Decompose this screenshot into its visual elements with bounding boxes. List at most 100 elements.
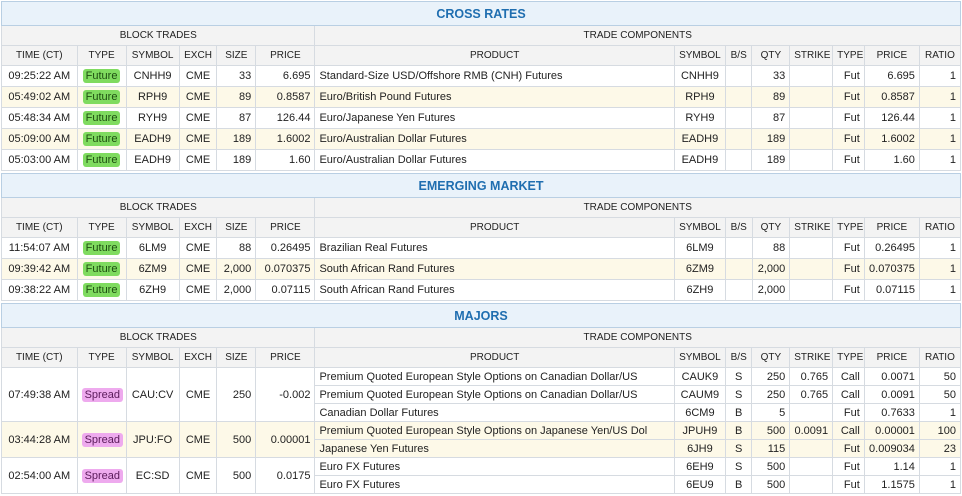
component-cell: 50 bbox=[918, 367, 962, 386]
group-header-row: BLOCK TRADES TRADE COMPONENTS bbox=[0, 327, 961, 348]
block-cell: Future bbox=[76, 149, 127, 171]
component-cell: CAUK9 bbox=[673, 367, 726, 386]
block-cell: CME bbox=[178, 107, 218, 129]
component-cell: Premium Quoted European Style Options on… bbox=[314, 385, 675, 404]
component-cell: Premium Quoted European Style Options on… bbox=[314, 367, 675, 386]
component-cell: 1 bbox=[918, 475, 962, 494]
block-cell: 88 bbox=[216, 237, 257, 259]
component-cell: 1 bbox=[918, 107, 962, 129]
type-badge: Future bbox=[82, 241, 121, 255]
trade-row: 03:44:28 AM Spread JPU:FO CME 500 0.00001 Prem… bbox=[1, 421, 962, 458]
type-badge: Future bbox=[82, 132, 121, 146]
block-cell: 05:09:00 AM bbox=[1, 128, 78, 150]
component-cell: 2,000 bbox=[751, 279, 791, 301]
trade-row: 05:03:00 AM Future EADH9 CME 189 1.60 Euro/Aus… bbox=[1, 149, 962, 171]
component-cell: 0.070375 bbox=[863, 258, 920, 280]
component-cell: 88 bbox=[751, 237, 791, 259]
component-cell: Call bbox=[832, 367, 865, 386]
component-cell: 1 bbox=[918, 149, 962, 171]
section-title: MAJORS bbox=[1, 303, 961, 328]
block-cell: EADH9 bbox=[125, 128, 180, 150]
component-cell: 6JH9 bbox=[673, 439, 726, 458]
group-header-row: BLOCK TRADES TRADE COMPONENTS bbox=[0, 25, 961, 46]
component-cell bbox=[789, 475, 834, 494]
component-cell: 1.60 bbox=[863, 149, 920, 171]
block-cell: 09:38:22 AM bbox=[1, 279, 78, 301]
component-cell: 0.765 bbox=[789, 367, 834, 386]
type-badge: Future bbox=[82, 69, 121, 83]
block-cell: CME bbox=[178, 86, 218, 108]
component-cell: 250 bbox=[751, 367, 791, 386]
column-header: STRIKE bbox=[789, 217, 834, 238]
component-cell: B bbox=[724, 475, 753, 494]
component-cell: 87 bbox=[751, 107, 791, 129]
column-header: TIME (CT) bbox=[1, 347, 78, 368]
component-cell: 1 bbox=[918, 128, 962, 150]
component-cell: Fut bbox=[832, 86, 865, 108]
trade-row: 02:54:00 AM Spread EC:SD CME 500 0.0175 Euro F… bbox=[1, 457, 962, 494]
component-cell: 189 bbox=[751, 128, 791, 150]
column-header: QTY bbox=[751, 45, 791, 66]
block-cell: Future bbox=[76, 86, 127, 108]
type-badge: Future bbox=[82, 90, 121, 104]
column-header: SYMBOL bbox=[125, 217, 180, 238]
column-header: TIME (CT) bbox=[1, 217, 78, 238]
block-cell: RPH9 bbox=[125, 86, 180, 108]
component-cell: 1 bbox=[918, 403, 962, 422]
block-cell: EADH9 bbox=[125, 149, 180, 171]
type-badge: Future bbox=[82, 262, 121, 276]
column-header: RATIO bbox=[918, 217, 962, 238]
column-header: PRICE bbox=[863, 347, 920, 368]
component-cell: Standard-Size USD/Offshore RMB (CNH) Fut… bbox=[314, 65, 675, 87]
component-cell: 6ZH9 bbox=[673, 279, 726, 301]
component-cell: 500 bbox=[751, 457, 791, 476]
group-header-row: BLOCK TRADES TRADE COMPONENTS bbox=[0, 197, 961, 218]
trade-row: 09:39:42 AM Future 6ZM9 CME 2,000 0.070375 Sou… bbox=[1, 258, 962, 280]
title-row: CROSS RATES bbox=[1, 1, 961, 26]
component-cell: B bbox=[724, 403, 753, 422]
component-cell: 89 bbox=[751, 86, 791, 108]
trade-row: Canadian Dollar Futures 6CM9 B 5 Fut 0.7633 1 bbox=[2, 403, 962, 422]
component-cell: 0.0091 bbox=[789, 421, 834, 440]
component-cell: 1.14 bbox=[863, 457, 920, 476]
component-cell bbox=[789, 237, 834, 259]
component-cell: 126.44 bbox=[863, 107, 920, 129]
component-cell: 6EU9 bbox=[673, 475, 726, 494]
section-title: CROSS RATES bbox=[1, 1, 961, 26]
component-cell bbox=[789, 128, 834, 150]
component-cell: 6LM9 bbox=[673, 237, 726, 259]
block-cell: CME bbox=[178, 421, 218, 458]
component-cell: 0.009034 bbox=[863, 439, 920, 458]
component-cell: 1 bbox=[918, 237, 962, 259]
component-cell: Euro FX Futures bbox=[314, 475, 675, 494]
block-cell: 02:54:00 AM bbox=[1, 457, 78, 494]
column-header: PRICE bbox=[255, 347, 316, 368]
title-row: EMERGING MARKET bbox=[1, 173, 961, 198]
component-cell: 1 bbox=[918, 457, 962, 476]
block-cell: 6.695 bbox=[255, 65, 316, 87]
block-header: BLOCK TRADES bbox=[0, 25, 316, 46]
block-cell: 05:03:00 AM bbox=[1, 149, 78, 171]
type-badge: Spread bbox=[81, 468, 124, 483]
type-badge: Future bbox=[82, 153, 121, 167]
block-cell: 6LM9 bbox=[125, 237, 180, 259]
component-cell: 2,000 bbox=[751, 258, 791, 280]
component-cell: EADH9 bbox=[673, 149, 726, 171]
component-cell bbox=[724, 86, 753, 108]
block-cell: 1.60 bbox=[255, 149, 316, 171]
component-cell: 0.00001 bbox=[863, 421, 920, 440]
block-cell: 6ZM9 bbox=[125, 258, 180, 280]
column-header: PRICE bbox=[255, 45, 316, 66]
block-cell: CME bbox=[178, 128, 218, 150]
block-cell: 11:54:07 AM bbox=[1, 237, 78, 259]
column-header: EXCH bbox=[178, 45, 218, 66]
column-header: B/S bbox=[724, 217, 753, 238]
block-cell: 89 bbox=[216, 86, 257, 108]
component-cell bbox=[789, 107, 834, 129]
block-cell: CME bbox=[178, 237, 218, 259]
component-cell bbox=[789, 86, 834, 108]
component-cell bbox=[724, 237, 753, 259]
column-header: SIZE bbox=[216, 217, 257, 238]
component-cell bbox=[789, 279, 834, 301]
